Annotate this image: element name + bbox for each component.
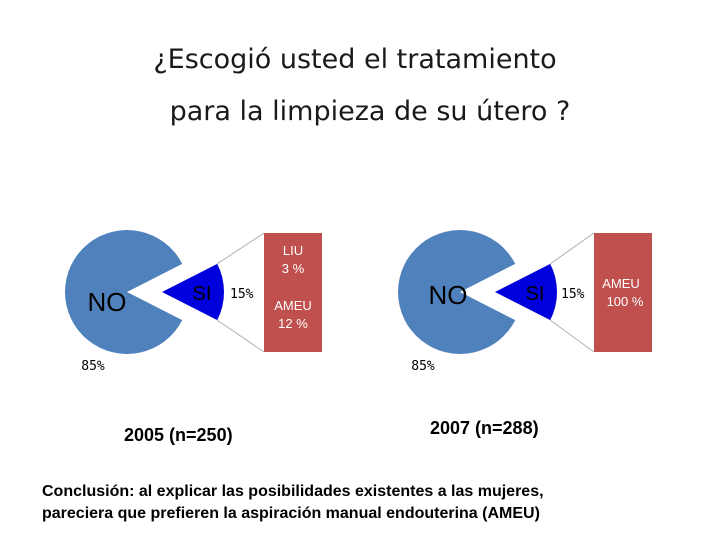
chart-1-label-si: SI (193, 283, 212, 305)
chart-1-slice-no (64, 230, 183, 355)
chart-1-bar-segment-liu (264, 233, 322, 283)
chart-2-value-si: 15% (561, 287, 585, 302)
conclusion-line-2: pareciera que prefieren la aspiración ma… (42, 505, 540, 522)
chart-1-value-no: 85% (81, 359, 105, 374)
slide-title-line-1: ¿Escogió usted el tratamiento (153, 44, 557, 75)
conclusion-line-1: Conclusión: al explicar las posibilidade… (42, 483, 544, 500)
chart-2-bar-label-ameu: AMEU (602, 276, 640, 291)
chart-2-label-no: NO (429, 280, 468, 310)
chart-1-label-no: NO (88, 287, 127, 317)
chart-2-slice-si (495, 263, 557, 321)
chart-1-connector-bottom (216, 319, 265, 353)
chart-2-connector-bottom (549, 319, 595, 353)
chart-1-connector-top (216, 232, 265, 265)
chart-2-caption: 2007 (n=288) (430, 418, 539, 438)
chart-1-bar-label-liu: LIU (283, 243, 303, 258)
chart-1-bar-label-ameu: AMEU (274, 298, 312, 313)
chart-2-label-si: SI (526, 283, 545, 305)
chart-2-value-no: 85% (411, 359, 435, 374)
chart-2-slice-no (397, 230, 516, 355)
chart-1-bar-segment-ameu (264, 282, 322, 352)
conclusion-text: Conclusión: al explicar las posibilidade… (42, 481, 702, 525)
chart-1-caption: 2005 (n=250) (124, 425, 233, 445)
chart-1-slice-si (162, 263, 224, 321)
chart-1-bar-value-liu: 3 % (282, 261, 305, 276)
slide-title-line-2: para la limpieza de su útero ? (169, 96, 571, 127)
chart-2-bar-segment-ameu (594, 233, 652, 352)
chart-2-connector-top (549, 232, 595, 265)
chart-1-value-si: 15% (230, 287, 254, 302)
chart-1-bar-value-ameu: 12 % (278, 316, 308, 331)
chart-2-bar-value-ameu: 100 % (607, 294, 644, 309)
